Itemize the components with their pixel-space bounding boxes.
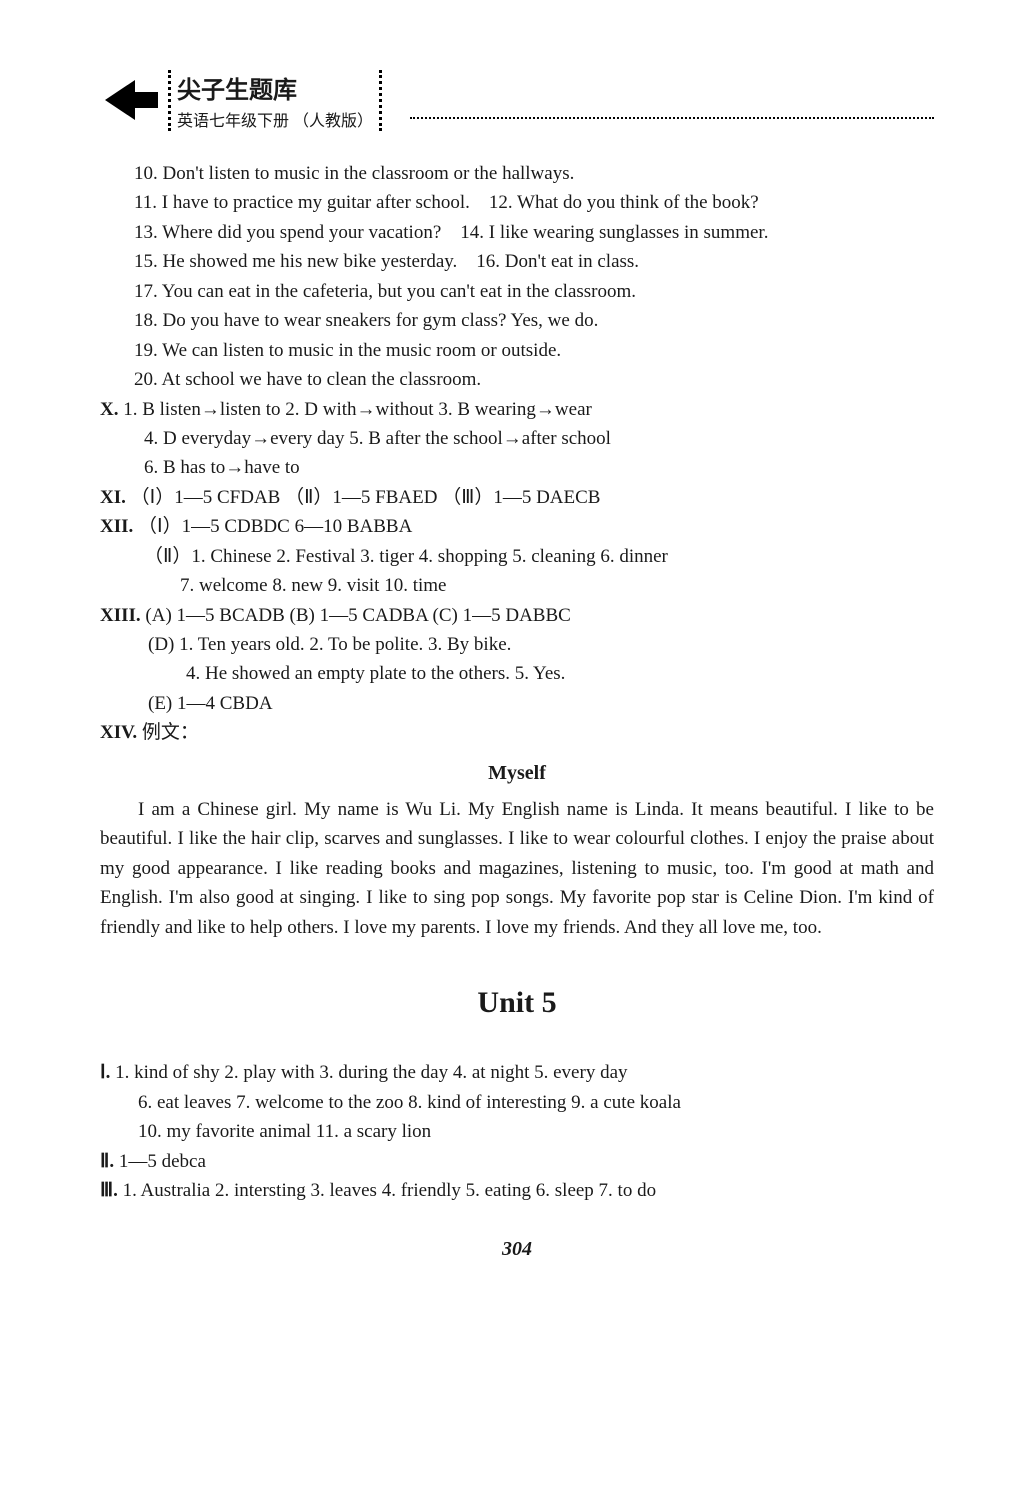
answer-line: 4. He showed an empty plate to the other…: [100, 659, 934, 688]
section-label: XI.: [100, 487, 126, 508]
section-label: Ⅲ.: [100, 1180, 118, 1201]
section-label: XIII.: [100, 605, 141, 626]
answer-line: 10. Don't listen to music in the classro…: [100, 159, 934, 188]
essay-title: Myself: [100, 758, 934, 789]
content-body: 10. Don't listen to music in the classro…: [100, 159, 934, 1265]
unit-heading: Unit 5: [100, 980, 934, 1027]
arrow-icon: [100, 70, 160, 130]
answer-text: 11. I have to practice my guitar after s…: [134, 192, 470, 213]
answer-text: 1. Australia 2. intersting 3. leaves 4. …: [123, 1180, 656, 1201]
section-label: X.: [100, 399, 118, 420]
section-xiv: XIV. 例文：: [100, 718, 934, 747]
essay-body: I am a Chinese girl. My name is Wu Li. M…: [100, 795, 934, 942]
page-container: 尖子生题库 英语七年级下册 （人教版） 10. Don't listen to …: [0, 0, 1024, 1305]
book-subtitle: 英语七年级下册 （人教版）: [177, 107, 373, 131]
section-label: XIV.: [100, 722, 137, 743]
page-number: 304: [100, 1234, 934, 1265]
answer-text: （Ⅰ）1—5 CFDAB （Ⅱ）1—5 FBAED （Ⅲ）1—5 DAECB: [131, 487, 601, 508]
answer-text: 16. Don't eat in class.: [476, 251, 639, 272]
answer-line: 18. Do you have to wear sneakers for gym…: [100, 306, 934, 335]
answer-text: （Ⅰ）1—5 CDBDC 6—10 BABBA: [138, 516, 412, 537]
section-label: Ⅱ.: [100, 1151, 114, 1172]
section-xii: XII. （Ⅰ）1—5 CDBDC 6—10 BABBA: [100, 512, 934, 541]
answer-text: 13. Where did you spend your vacation?: [134, 222, 441, 243]
header-text-block: 尖子生题库 英语七年级下册 （人教版）: [168, 70, 382, 131]
answer-line: (E) 1—4 CBDA: [100, 689, 934, 718]
section-label: Ⅰ.: [100, 1062, 110, 1083]
unit5-section-i: Ⅰ. 1. kind of shy 2. play with 3. during…: [100, 1058, 934, 1087]
answer-text: 12. What do you think of the book?: [489, 192, 759, 213]
section-x: X. 1. B listen→listen to 2. D with→witho…: [100, 395, 934, 424]
answer-line: 11. I have to practice my guitar after s…: [100, 188, 934, 217]
unit5-section-iii: Ⅲ. 1. Australia 2. intersting 3. leaves …: [100, 1176, 934, 1205]
answer-text: 1. kind of shy 2. play with 3. during th…: [115, 1062, 627, 1083]
answer-text: 14. I like wearing sunglasses in summer.: [460, 222, 768, 243]
answer-line: 7. welcome 8. new 9. visit 10. time: [100, 571, 934, 600]
answer-line: (D) 1. Ten years old. 2. To be polite. 3…: [100, 630, 934, 659]
section-label: XII.: [100, 516, 133, 537]
answer-line: 4. D everyday→every day 5. B after the s…: [100, 424, 934, 453]
book-title: 尖子生题库: [177, 70, 373, 105]
answer-line: 6. eat leaves 7. welcome to the zoo 8. k…: [100, 1088, 934, 1117]
section-xiii: XIII. (A) 1—5 BCADB (B) 1—5 CADBA (C) 1—…: [100, 601, 934, 630]
answer-text: 1—5 debca: [119, 1151, 206, 1172]
page-header: 尖子生题库 英语七年级下册 （人教版）: [100, 70, 934, 131]
answer-text: (A) 1—5 BCADB (B) 1—5 CADBA (C) 1—5 DABB…: [145, 605, 570, 626]
dotted-rule: [410, 117, 934, 119]
essay-intro: 例文：: [142, 722, 199, 743]
answer-text: 15. He showed me his new bike yesterday.: [134, 251, 457, 272]
answer-line: 19. We can listen to music in the music …: [100, 336, 934, 365]
section-xi: XI. （Ⅰ）1—5 CFDAB （Ⅱ）1—5 FBAED （Ⅲ）1—5 DAE…: [100, 483, 934, 512]
answer-line: 10. my favorite animal 11. a scary lion: [100, 1117, 934, 1146]
unit5-section-ii: Ⅱ. 1—5 debca: [100, 1147, 934, 1176]
answer-line: 20. At school we have to clean the class…: [100, 365, 934, 394]
answer-text: 1. B listen→listen to 2. D with→without …: [123, 399, 592, 420]
answer-line: 6. B has to→have to: [100, 453, 934, 482]
answer-line: （Ⅱ）1. Chinese 2. Festival 3. tiger 4. sh…: [100, 542, 934, 571]
answer-line: 13. Where did you spend your vacation? 1…: [100, 218, 934, 247]
answer-line: 15. He showed me his new bike yesterday.…: [100, 247, 934, 276]
answer-line: 17. You can eat in the cafeteria, but yo…: [100, 277, 934, 306]
